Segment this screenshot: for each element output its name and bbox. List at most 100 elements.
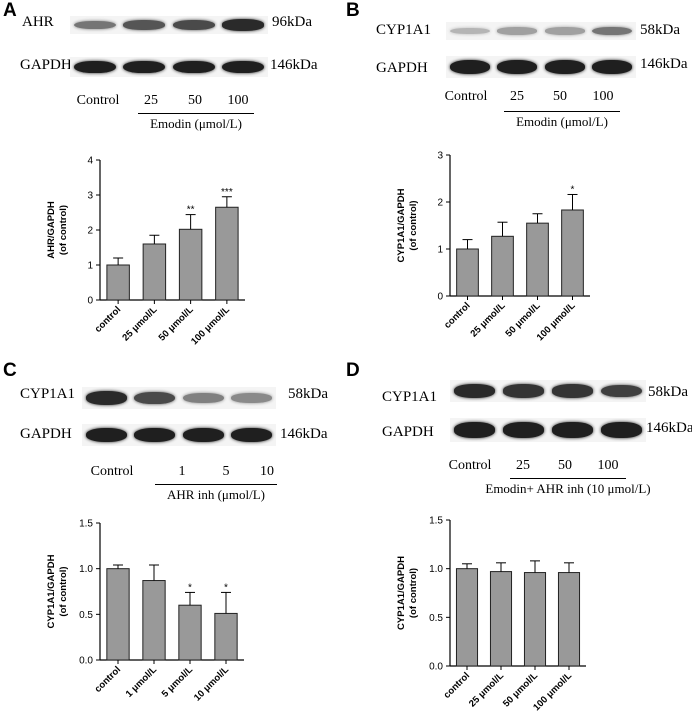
x-tick-label: 25 μmol/L [467,670,506,709]
blot-band [134,428,176,442]
blot-band [453,384,496,398]
blot-band [123,60,166,74]
bar [214,612,238,661]
blot-label-bottom: GAPDH [376,60,428,76]
lane-label: 50 [553,89,567,104]
bar [106,264,130,301]
x-tick-label: 10 μmol/L [192,664,231,703]
y-tick-label: 2 [87,226,93,237]
bar [142,580,166,661]
blot-label-top: AHR [22,14,54,30]
y-tick-label: 0.5 [79,610,93,621]
bar [106,568,130,661]
lane-label: 50 [188,93,202,108]
blot-kda-bottom: 146kDa [640,56,688,72]
y-tick-label: 2 [437,198,443,209]
blot-kda-top: 96kDa [272,14,312,30]
blot-band [73,60,116,74]
blot-kda-top: 58kDa [640,22,680,38]
lane-label: Control [76,93,120,108]
x-tick-label: control [93,304,124,335]
blot-label-bottom: GAPDH [20,57,72,73]
bar [456,248,479,297]
bar [561,209,584,297]
y-axis-label: CYP1A1/GAPDH [396,188,407,262]
treatment-bracket [138,113,254,114]
blot-strip-bottom [446,56,636,78]
panel-c: C CYP1A1 58kDa GAPDH 146kDa Control 1 5 … [0,358,346,717]
blot-band [453,422,496,438]
x-tick-label: 5 μmol/L [160,664,196,700]
bar-chart-d: 0.0 0.5 1.0 1.5 CYP1A1/GAPDH (of control) cont… [396,516,586,713]
bar [557,572,581,667]
lane-label: 100 [227,93,249,108]
blot-band [85,391,127,405]
y-tick-label: 3 [87,191,93,202]
x-tick-label: control [442,670,473,701]
y-tick-label: 1.0 [429,564,443,575]
blot-band [222,60,265,74]
bar [491,235,514,297]
blot-strip-top [70,16,268,34]
treatment-bracket [155,484,277,485]
lane-label: 50 [558,458,572,473]
blot-band [182,428,224,442]
significance-label: *** [221,187,233,198]
blot-strip-bottom [70,57,268,77]
blot-band [551,422,594,438]
y-tick-label: 4 [87,156,93,167]
x-tick-label: 100 μmol/L [189,304,232,347]
blot-band [172,60,215,74]
y-tick-label: 0 [437,292,443,303]
blot-label-bottom: GAPDH [20,426,72,442]
x-tick-label: 1 μmol/L [124,664,160,700]
y-axis-label: (of control) [408,200,419,250]
treatment-bracket [504,111,620,112]
blot-band [85,428,127,442]
blot-label-top: CYP1A1 [382,389,438,405]
significance-label: * [224,582,228,593]
y-tick-label: 3 [437,151,443,162]
y-tick-label: 1 [437,245,443,256]
panel-letter: C [3,360,17,381]
treatment-label: Emodin (μmol/L) [150,116,242,131]
blot-band [231,428,273,442]
blot-band [73,20,116,30]
blot-kda-bottom: 146kDa [270,57,318,73]
blot-strip-top [446,22,636,40]
blot-band [449,27,490,35]
y-tick-label: 1 [87,261,93,272]
y-tick-label: 0.5 [429,613,443,624]
x-tick-label: control [442,300,473,331]
bar [489,571,513,667]
y-axis-label: CYP1A1/GAPDH [396,556,407,630]
significance-label: * [571,184,575,195]
y-tick-label: 0 [87,296,93,307]
blot-band [123,20,166,30]
blot-band [592,26,633,36]
blot-band [502,422,545,438]
blot-label-top: CYP1A1 [20,386,76,402]
blot-strip-bottom [450,418,646,442]
y-axis-label: CYP1A1/GAPDH [46,554,57,628]
lane-label: Control [90,464,134,479]
bar [178,228,203,301]
lane-label: Control [448,458,492,473]
blot-band [544,27,585,35]
treatment-bracket [510,478,626,479]
y-tick-label: 1.5 [429,516,443,527]
blot-band [592,60,633,74]
blot-band [497,60,538,74]
panel-letter: B [346,0,360,21]
x-tick-label: 100 μmol/L [535,300,578,343]
blot-band [544,60,585,74]
blot-kda-bottom: 146kDa [646,420,692,436]
panel-a: A AHR 96kDa GAPDH 146kDa Control 25 50 1… [0,0,346,358]
treatment-label: AHR inh (μmol/L) [167,487,265,502]
blot-strip-top [450,380,646,402]
lane-label: 25 [516,458,530,473]
bar [178,604,202,661]
blot-band [600,422,643,438]
